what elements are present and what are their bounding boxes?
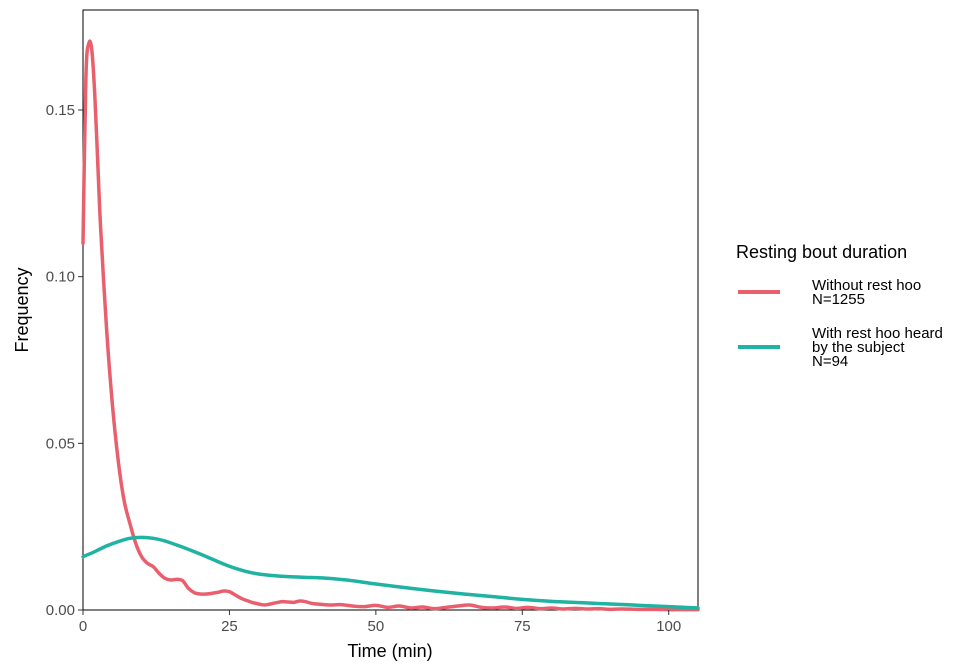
y-tick-label: 0.10 xyxy=(46,269,75,286)
y-axis: 0.00 0.05 0.10 0.15 xyxy=(46,102,83,619)
plot-panel xyxy=(82,9,699,611)
x-axis: 0 25 50 75 100 xyxy=(79,610,681,635)
y-tick-label: 0.00 xyxy=(46,602,75,619)
y-axis-title: Frequency xyxy=(12,267,32,352)
x-tick-label: 50 xyxy=(368,618,385,635)
x-tick-label: 75 xyxy=(514,618,531,635)
x-tick-label: 0 xyxy=(79,618,87,635)
x-tick-label: 25 xyxy=(221,618,238,635)
y-tick-label: 0.15 xyxy=(46,102,75,119)
series-layer xyxy=(81,39,700,612)
y-tick-label: 0.05 xyxy=(46,435,75,452)
x-tick-label: 100 xyxy=(656,618,681,635)
series-line-0 xyxy=(81,39,700,612)
legend-title: Resting bout duration xyxy=(736,242,907,262)
legend-label-0: Without rest hoo N=1255 xyxy=(812,277,921,308)
legend-label-1: With rest hoo heard by the subject N=94 xyxy=(812,325,943,370)
x-axis-title: Time (min) xyxy=(347,641,432,661)
series-line-1 xyxy=(81,535,700,610)
legend: Resting bout duration Without rest hoo N=… xyxy=(736,242,943,370)
